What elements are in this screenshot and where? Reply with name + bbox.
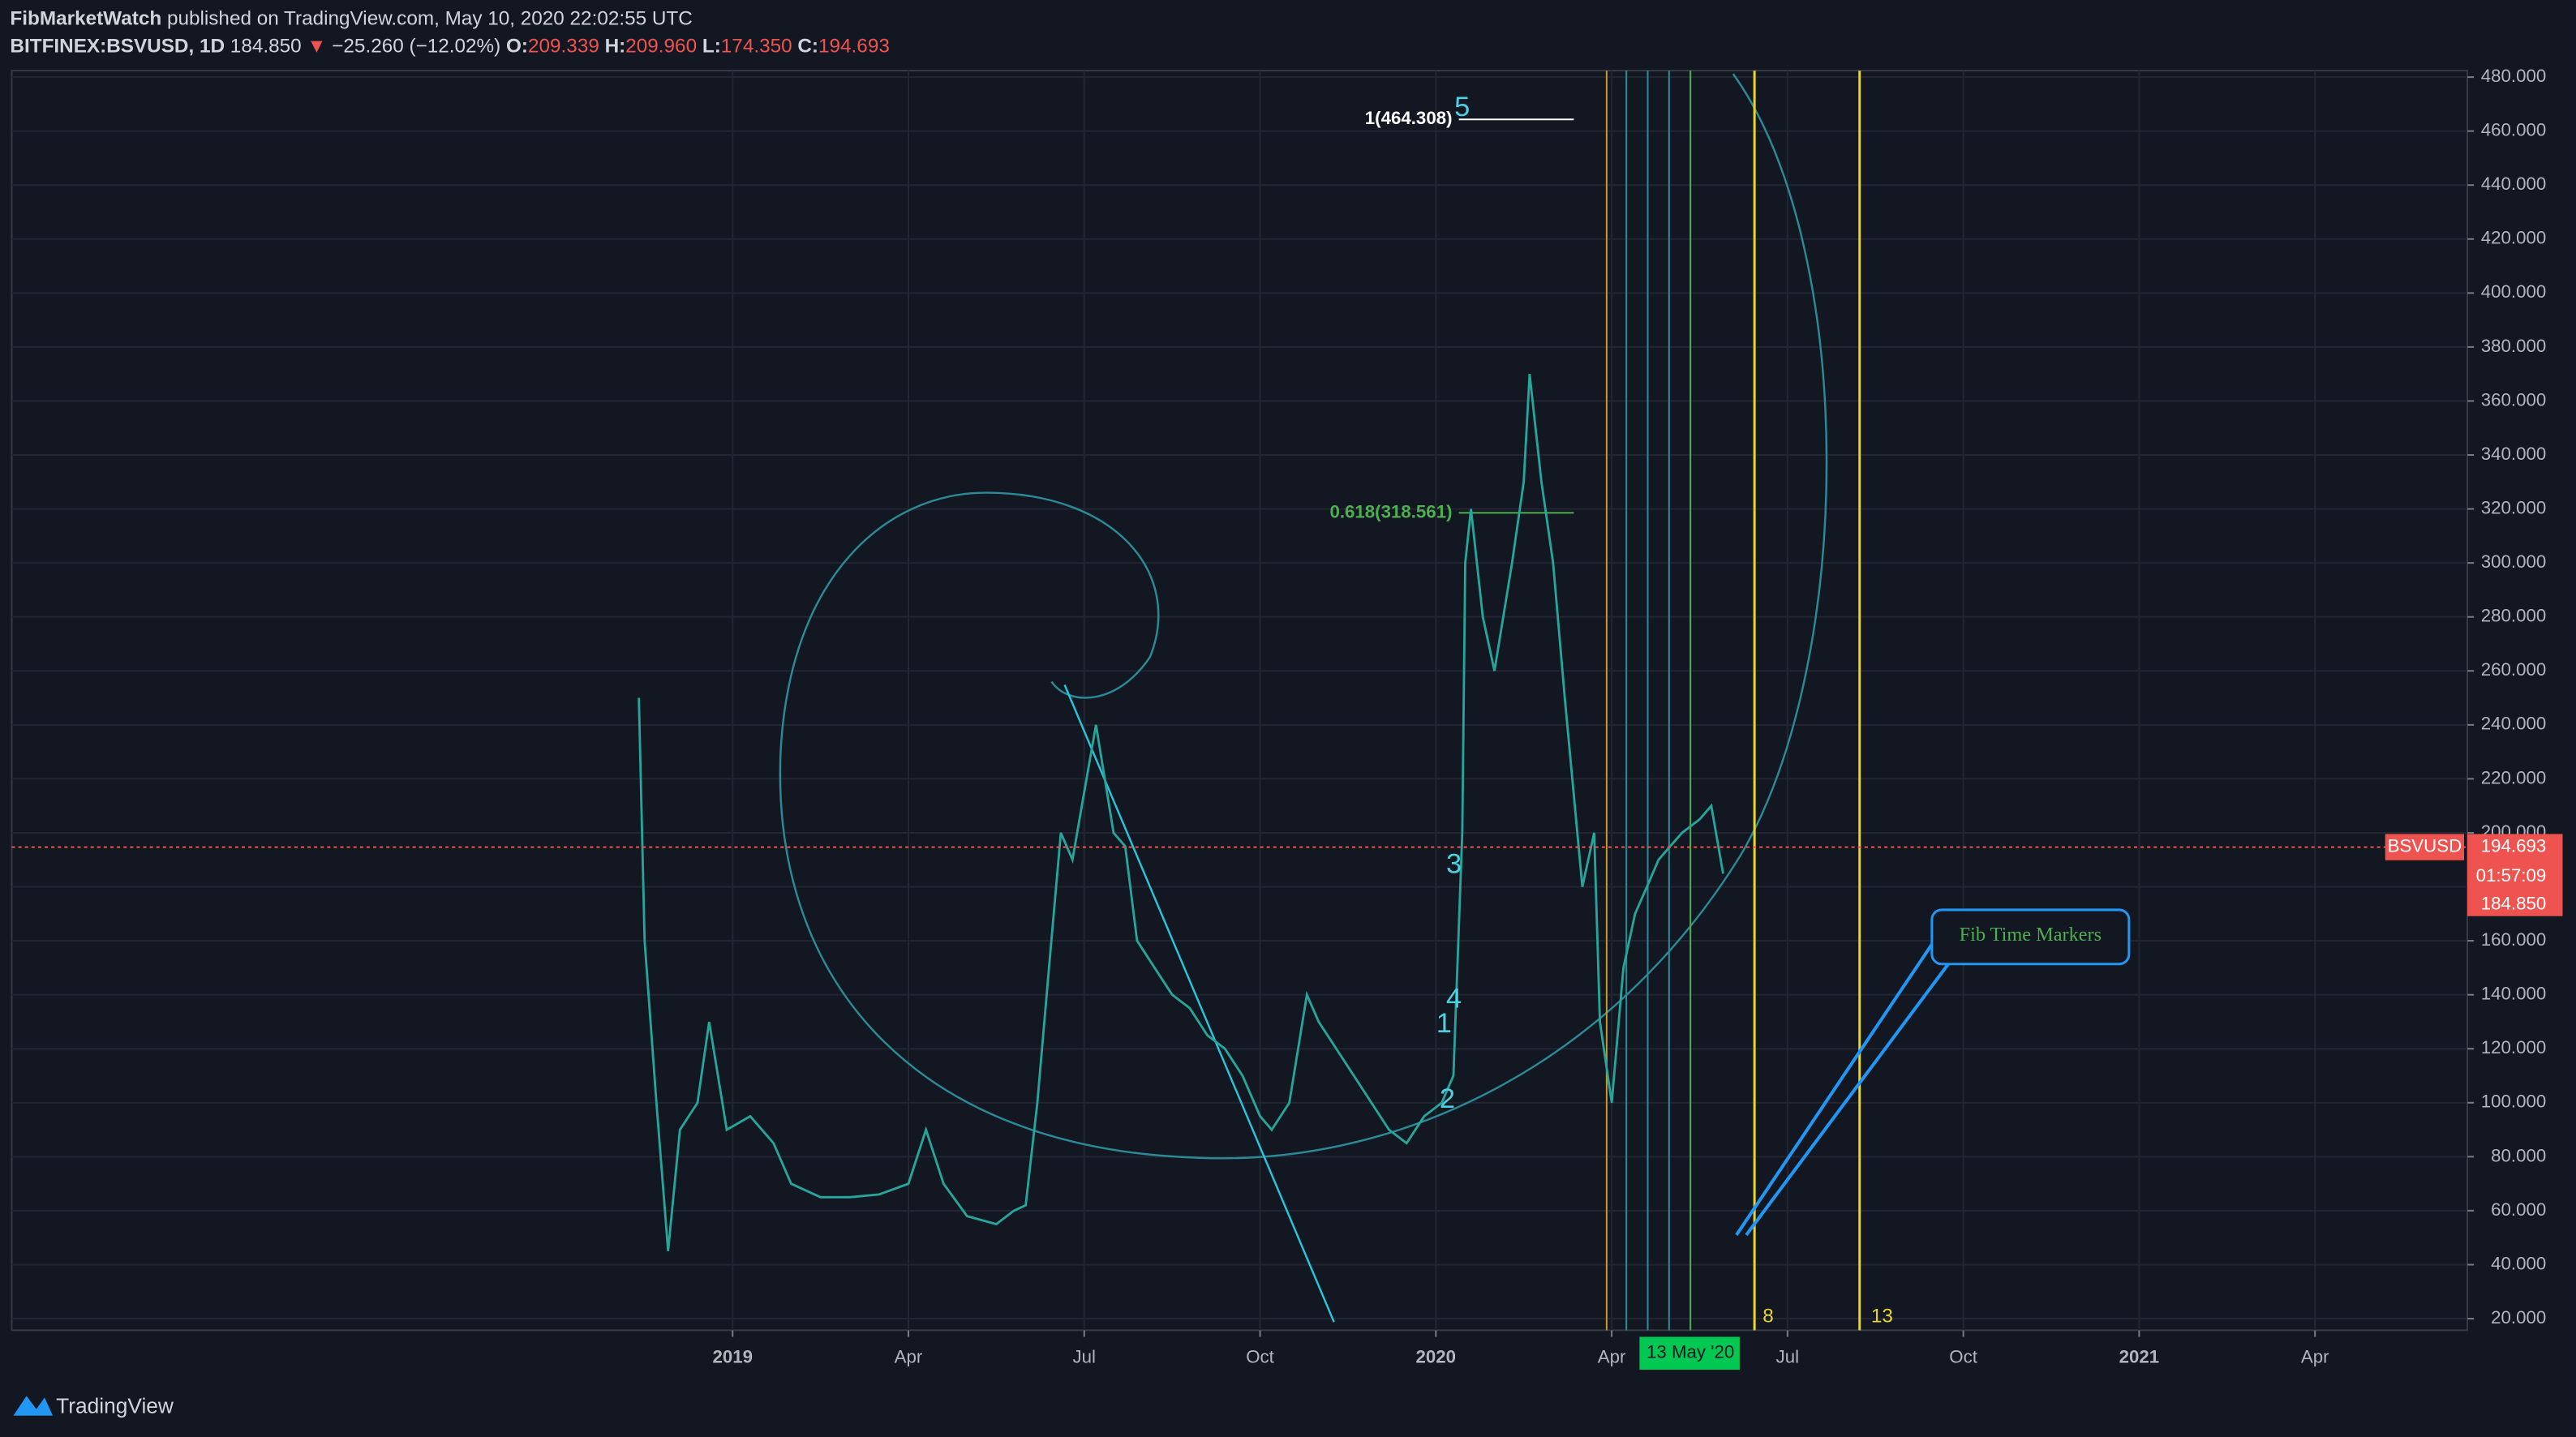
symbol: BITFINEX:BSVUSD, 1D <box>10 36 225 58</box>
author: FibMarketWatch <box>10 8 161 30</box>
y-tick-label: 440.000 <box>2481 174 2547 194</box>
brand-logo <box>13 1396 54 1416</box>
y-tick-label: 380.000 <box>2481 336 2547 356</box>
ohlc-label: O: <box>506 36 528 58</box>
arrow: ▼ <box>307 36 326 58</box>
ohlc-label: L: <box>702 36 721 58</box>
symbol-tag: BSVUSD <box>2388 836 2462 856</box>
time-marker-label: 8 <box>1762 1306 1774 1328</box>
callout-text: Fib Time Markers <box>1960 924 2102 946</box>
fib-label: 0.618(318.561) <box>1329 501 1452 521</box>
x-tick-label: 2019 <box>712 1347 753 1367</box>
x-tick-label: Apr <box>1598 1347 1626 1367</box>
published: published on TradingView.com, May 10, 20… <box>167 8 693 30</box>
fib-label: 1(464.308) <box>1365 108 1453 128</box>
y-tick-label: 460.000 <box>2481 120 2547 140</box>
y-tick-label: 240.000 <box>2481 714 2547 734</box>
countdown: 01:57:09 <box>2476 865 2547 886</box>
date-tag-bg <box>1639 1336 1740 1370</box>
callout-pointer <box>1735 943 1950 1237</box>
y-tick-label: 360.000 <box>2481 389 2547 410</box>
ohlc-value: 194.693 <box>818 36 890 58</box>
y-tick-label: 260.000 <box>2481 659 2547 680</box>
y-tick-label: 100.000 <box>2481 1092 2547 1112</box>
ohlc-value: 209.960 <box>625 36 697 58</box>
plot-frame <box>11 70 2469 1332</box>
header-line: FibMarketWatch published on TradingView.… <box>10 8 692 30</box>
ohlc-value: 209.339 <box>528 36 599 58</box>
y-tick-label: 20.000 <box>2491 1307 2546 1328</box>
x-tick-label: Apr <box>2301 1347 2329 1367</box>
y-tick-label: 480.000 <box>2481 66 2547 86</box>
x-tick-label: Apr <box>895 1347 923 1367</box>
wave-label: 5 <box>1454 92 1470 122</box>
trend-line <box>1063 684 1335 1323</box>
price: 184.850 <box>230 36 302 58</box>
y-tick-label: 420.000 <box>2481 228 2547 248</box>
y-tick-label: 160.000 <box>2481 929 2547 950</box>
x-tick-label: Jul <box>1073 1347 1096 1367</box>
price-tag: 184.850 <box>2481 893 2547 913</box>
header-line: BITFINEX:BSVUSD, 1D 184.850 ▼ −25.260 (−… <box>10 36 889 58</box>
time-marker-label: 13 <box>1871 1306 1893 1328</box>
callout-box <box>1930 908 2131 966</box>
wave-label: 2 <box>1440 1083 1455 1114</box>
y-tick-label: 40.000 <box>2491 1253 2546 1273</box>
price-tag: 194.693 <box>2481 836 2547 856</box>
y-tick-label: 220.000 <box>2481 767 2547 787</box>
x-tick-label: 2021 <box>2119 1347 2160 1367</box>
date-tag: 13 May '20 <box>1646 1342 1734 1362</box>
y-tick-label: 340.000 <box>2481 444 2547 464</box>
y-tick-label: 140.000 <box>2481 984 2547 1004</box>
y-tick-label: 280.000 <box>2481 606 2547 626</box>
ohlc-value: 174.350 <box>721 36 792 58</box>
y-tick-label: 300.000 <box>2481 551 2547 572</box>
y-tick-label: 120.000 <box>2481 1037 2547 1057</box>
ohlc-label: C: <box>797 36 818 58</box>
y-tick-label: 320.000 <box>2481 497 2547 517</box>
wave-label: 3 <box>1446 848 1462 879</box>
price-tag-bg <box>2467 834 2563 916</box>
symbol-tag-bg <box>2385 834 2465 860</box>
y-tick-label: 400.000 <box>2481 281 2547 302</box>
wave-label: 4 <box>1446 983 1462 1014</box>
x-tick-label: Oct <box>1246 1347 1274 1367</box>
ohlc-label: H: <box>605 36 626 58</box>
wave-label: 1 <box>1436 1008 1452 1039</box>
y-tick-label: 60.000 <box>2491 1199 2546 1220</box>
x-tick-label: Oct <box>1949 1347 1977 1367</box>
change: −25.260 (−12.02%) <box>332 36 500 58</box>
y-tick-label: 80.000 <box>2491 1145 2546 1165</box>
x-tick-label: 2020 <box>1416 1347 1457 1367</box>
brand: TradingView <box>56 1394 174 1418</box>
price-line <box>638 373 1724 1251</box>
x-tick-label: Jul <box>1776 1347 1799 1367</box>
fib-spiral <box>779 73 1828 1160</box>
